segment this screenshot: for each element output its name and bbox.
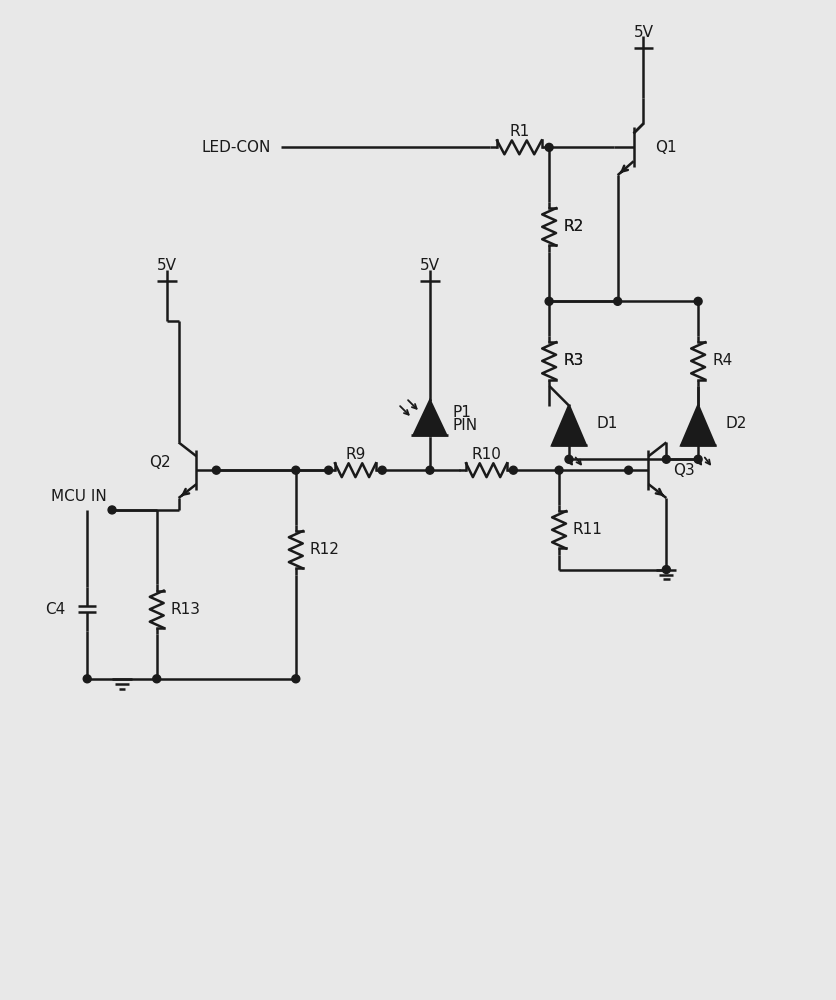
Circle shape	[545, 143, 553, 151]
Circle shape	[324, 466, 333, 474]
Circle shape	[624, 466, 633, 474]
Text: LED-CON: LED-CON	[201, 140, 271, 155]
Text: Q3: Q3	[673, 463, 695, 478]
Text: R4: R4	[712, 353, 732, 368]
Circle shape	[662, 566, 670, 574]
Text: MCU IN: MCU IN	[51, 489, 107, 504]
Text: R10: R10	[472, 447, 502, 462]
Circle shape	[545, 297, 553, 305]
Text: R3: R3	[563, 353, 584, 368]
Text: PIN: PIN	[452, 418, 477, 433]
Text: D2: D2	[726, 416, 747, 431]
Circle shape	[555, 466, 563, 474]
Text: D1: D1	[597, 416, 618, 431]
Circle shape	[694, 455, 702, 463]
Text: R2: R2	[563, 219, 584, 234]
Circle shape	[426, 466, 434, 474]
Text: R3: R3	[563, 353, 584, 368]
Circle shape	[378, 466, 386, 474]
Text: Q2: Q2	[149, 455, 171, 470]
Circle shape	[565, 455, 573, 463]
Circle shape	[212, 466, 221, 474]
Circle shape	[509, 466, 517, 474]
Circle shape	[694, 297, 702, 305]
Text: R1: R1	[509, 124, 529, 139]
Text: 5V: 5V	[634, 25, 654, 40]
Text: Q1: Q1	[655, 140, 677, 155]
Text: R12: R12	[309, 542, 339, 557]
Polygon shape	[414, 401, 446, 435]
Text: 5V: 5V	[156, 258, 176, 273]
Circle shape	[292, 675, 300, 683]
Circle shape	[292, 466, 300, 474]
Polygon shape	[681, 406, 715, 445]
Text: R11: R11	[573, 522, 603, 537]
Circle shape	[153, 675, 161, 683]
Polygon shape	[552, 406, 586, 445]
Text: 5V: 5V	[420, 258, 440, 273]
Text: C4: C4	[45, 602, 65, 617]
Circle shape	[614, 297, 622, 305]
Circle shape	[84, 675, 91, 683]
Text: R13: R13	[171, 602, 201, 617]
Text: P1: P1	[452, 405, 472, 420]
Text: R2: R2	[563, 219, 584, 234]
Text: R9: R9	[345, 447, 365, 462]
Circle shape	[108, 506, 116, 514]
Circle shape	[662, 455, 670, 463]
